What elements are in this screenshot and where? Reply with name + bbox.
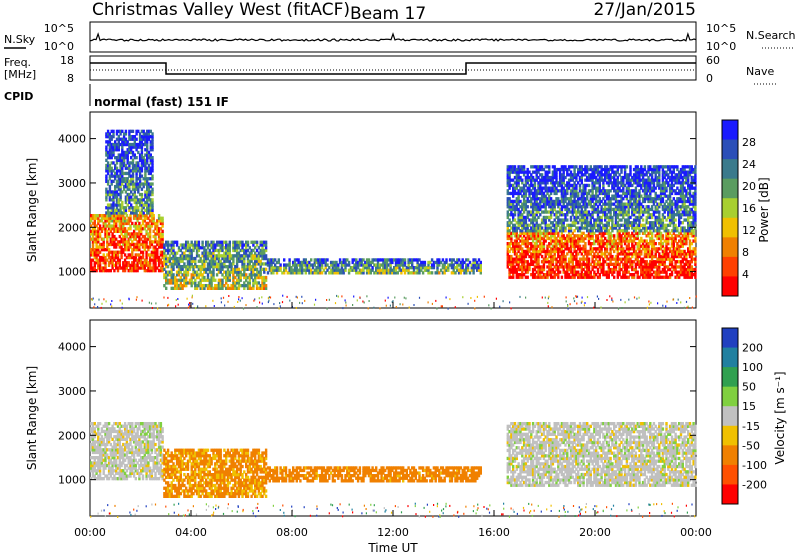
heatmap-cell	[265, 276, 267, 279]
heatmap-cell	[279, 263, 281, 266]
date-label: 27/Jan/2015	[593, 0, 696, 20]
heatmap-cell	[278, 258, 280, 261]
heatmap-cell	[588, 258, 590, 261]
heatmap-cell	[198, 241, 200, 244]
heatmap-cell	[121, 201, 123, 204]
heatmap-cell	[521, 179, 523, 182]
heatmap-cell	[176, 241, 178, 244]
nsky-trace	[90, 34, 696, 41]
nave-tick-top: 60	[706, 54, 720, 67]
heatmap-cell	[527, 276, 529, 279]
heatmap-cell	[348, 261, 350, 264]
heatmap-cell	[613, 276, 615, 279]
heatmap-cell	[480, 261, 482, 264]
heatmap-cell	[265, 241, 267, 244]
heatmap-cell	[151, 175, 153, 178]
freq-trace	[90, 63, 696, 74]
heatmap-cell	[229, 241, 231, 244]
beam-label: Beam 17	[350, 4, 426, 24]
heatmap-cell	[588, 184, 590, 187]
cpid-label: CPID	[4, 90, 33, 103]
heatmap-cell	[523, 165, 525, 168]
nsky-tick-bottom: 10^0	[44, 40, 74, 53]
heatmap-cell	[694, 268, 696, 271]
nsky-tick-top: 10^5	[44, 22, 74, 35]
heatmap-cell	[141, 193, 143, 196]
heatmap-cell	[135, 138, 137, 141]
nave-label: Nave	[746, 65, 774, 78]
heatmap-cell	[561, 276, 563, 279]
heatmap-cell	[151, 132, 153, 135]
heatmap-cell	[132, 130, 134, 133]
heatmap-cell	[424, 261, 426, 264]
heatmap-cell	[527, 205, 529, 208]
heatmap-cell	[201, 241, 203, 244]
heatmap-cell	[655, 242, 657, 245]
heatmap-cell	[265, 254, 267, 257]
freq-label-2: [MHz]	[4, 68, 36, 81]
heatmap-cell	[584, 242, 586, 245]
nave-tick-bottom: 0	[706, 72, 713, 85]
heatmap-cell	[161, 230, 163, 233]
heatmap-cell	[214, 279, 216, 282]
freq-tick-bottom: 8	[67, 72, 74, 85]
heatmap-cell	[310, 258, 312, 261]
heatmap-cell	[694, 237, 696, 240]
freq-frame	[90, 56, 696, 80]
nsky-frame	[90, 22, 696, 52]
heatmap-cell	[125, 130, 127, 133]
nsearch-tick-bottom: 10^0	[706, 40, 736, 53]
heatmap-cell	[694, 247, 696, 250]
heatmap-cell	[151, 156, 153, 159]
heatmap-cell	[256, 241, 258, 244]
heatmap-cell	[326, 258, 328, 261]
heatmap-cell	[161, 217, 163, 220]
heatmap-cell	[445, 258, 447, 261]
heatmap-cell	[151, 188, 153, 191]
heatmap-cell	[431, 271, 433, 274]
nsearch-tick-top: 10^5	[706, 22, 736, 35]
heatmap-cell	[637, 271, 639, 274]
heatmap-cell	[265, 268, 267, 271]
heatmap-cell	[165, 287, 167, 290]
heatmap-cell	[112, 130, 114, 133]
heatmap-cell	[548, 165, 550, 168]
heatmap-cell	[151, 198, 153, 201]
heatmap-cell	[247, 241, 249, 244]
heatmap-cell	[566, 218, 568, 221]
heatmap-cell	[151, 182, 153, 185]
heatmap-cell	[288, 258, 290, 261]
heatmap-cell	[265, 284, 267, 287]
heatmap-cell	[694, 258, 696, 261]
heatmap-cell	[559, 271, 561, 274]
cpid-text: normal (fast) 151 IF	[94, 95, 229, 109]
freq-tick-top: 18	[60, 54, 74, 67]
nsky-label: N.Sky	[4, 33, 36, 46]
heatmap-cell	[404, 258, 406, 261]
heatmap-cell	[662, 234, 664, 237]
station-title: Christmas Valley West (fitACF)	[92, 0, 350, 20]
heatmap-cell	[613, 234, 615, 237]
heatmap-cell	[135, 156, 137, 159]
heatmap-cell	[283, 258, 285, 261]
nsearch-label: N.Search	[746, 29, 796, 42]
